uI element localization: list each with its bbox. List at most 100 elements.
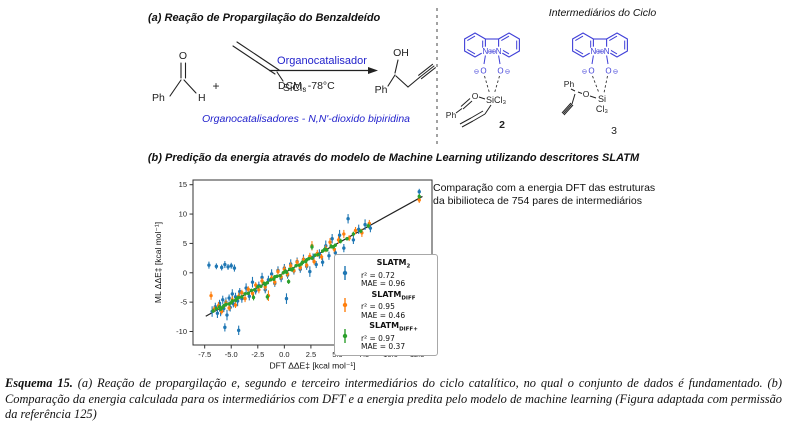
data-point	[246, 291, 250, 296]
legend-marker-blue	[337, 264, 352, 282]
data-point	[338, 239, 343, 243]
y-tick-label: -5	[180, 298, 187, 307]
data-point	[221, 298, 225, 302]
legend-mae: MAE = 0.37	[361, 342, 406, 352]
allenylsilane-structure: SiCl₃	[232, 41, 307, 94]
bipyridine-rings	[464, 32, 520, 58]
bond	[455, 108, 463, 114]
cl3-label: Cl₃	[596, 104, 608, 114]
data-point	[273, 275, 277, 279]
caption-text: (a) Reação de propargilação e, segundo e…	[5, 376, 783, 421]
benzaldehyde-structure: Ph O H	[152, 50, 206, 104]
y-tick-label: 15	[179, 180, 187, 189]
x-tick-label: 0.0	[279, 350, 289, 359]
data-point	[310, 245, 314, 249]
legend-marker-orange	[337, 296, 352, 314]
pyridine-ring	[498, 32, 520, 58]
data-point	[218, 307, 223, 311]
bond	[183, 79, 197, 94]
data-point	[368, 226, 373, 230]
aromatic-inner-bond	[467, 35, 476, 41]
benzaldehyde-o-label: O	[179, 50, 187, 62]
n-label: N	[496, 47, 502, 56]
data-point	[273, 280, 277, 284]
reaction-arrow: Organocatalisador DCM, -78°C	[269, 55, 378, 92]
bond	[236, 41, 262, 59]
data-point	[240, 291, 244, 295]
data-point	[294, 264, 298, 268]
data-point	[211, 309, 215, 313]
plot-comparison-note: Comparação com a energia DFT das estrutu…	[433, 182, 656, 207]
y-tick-label: 0	[183, 268, 187, 277]
data-point	[214, 306, 219, 311]
product-ph-label: Ph	[375, 84, 388, 96]
x-axis-label: DFT ΔΔE‡ [kcal mol⁻¹]	[269, 361, 355, 371]
data-point	[310, 256, 314, 260]
data-point	[225, 313, 229, 317]
data-point	[304, 263, 309, 267]
data-point	[260, 275, 264, 280]
data-point	[230, 292, 235, 296]
pyridine-ring	[464, 32, 486, 58]
data-point	[250, 291, 255, 296]
legend-text: SLATMDIFF r² = 0.95 MAE = 0.46	[352, 290, 435, 321]
plot-legend: SLATM2 r² = 0.72 MAE = 0.96 SLATMDIFF r²…	[334, 254, 438, 356]
data-point	[243, 292, 247, 296]
si-label: Si	[598, 94, 606, 104]
arrow-head-icon	[368, 67, 378, 74]
legend-marker-green	[337, 327, 352, 345]
data-point	[276, 269, 280, 274]
data-point	[316, 252, 321, 257]
data-point	[219, 265, 224, 270]
intermediate-2-structure: N N ⊕ ⊕ O O ⊖ ⊖ O SiCl₃ Ph 2	[446, 32, 520, 131]
data-point	[363, 222, 367, 227]
data-point	[417, 198, 421, 202]
x-tick-label: 2.5	[306, 350, 316, 359]
conditions-label: DCM, -78°C	[278, 80, 335, 92]
data-point	[250, 280, 255, 284]
panel-a-title: (a) Reação de Propargilação do Benzaldeí…	[148, 12, 381, 24]
bond	[589, 95, 597, 99]
bond	[563, 104, 574, 116]
n-label: N	[604, 47, 610, 56]
series-1	[209, 197, 421, 315]
data-point	[251, 295, 256, 300]
data-point	[234, 296, 239, 301]
n-label: N	[483, 47, 489, 56]
data-point	[222, 303, 226, 308]
data-point	[283, 269, 288, 273]
reaction-scheme-graphic: Ph O H + SiCl₃ Organocatalisador DCM, -7…	[152, 8, 628, 144]
bond	[462, 100, 473, 110]
y-tick-label: 5	[183, 239, 187, 248]
ph-label: Ph	[446, 110, 457, 120]
data-point	[229, 301, 233, 305]
bond	[169, 79, 182, 97]
errorbar-marker-icon	[342, 266, 347, 281]
intermediates-title: Intermediários do Ciclo	[548, 7, 657, 19]
ph-label: Ph	[564, 79, 575, 89]
bond	[577, 91, 583, 94]
data-point	[342, 232, 346, 236]
data-point	[257, 288, 261, 292]
bond	[276, 71, 284, 82]
bond	[461, 120, 474, 128]
data-point	[320, 260, 325, 264]
figure-caption: Esquema 15. (a) Reação de propargilação …	[5, 376, 782, 423]
bond	[561, 102, 572, 114]
data-point	[263, 285, 267, 289]
data-point	[346, 217, 350, 221]
legend-r2: r² = 0.97	[361, 333, 395, 343]
product-structure: OH Ph	[375, 47, 436, 96]
aromatic-inner-bond	[501, 35, 510, 41]
legend-series-name: SLATMDIFF+	[352, 321, 435, 335]
bond	[498, 55, 501, 65]
bond	[395, 75, 409, 88]
data-point	[284, 296, 289, 301]
y-tick-label: -10	[176, 327, 187, 336]
coordination-bond	[592, 75, 600, 94]
plus-charge-icon: ⊕	[487, 49, 493, 56]
intermediate-3-number: 3	[611, 125, 617, 137]
bond	[484, 104, 492, 115]
data-point	[269, 272, 274, 276]
